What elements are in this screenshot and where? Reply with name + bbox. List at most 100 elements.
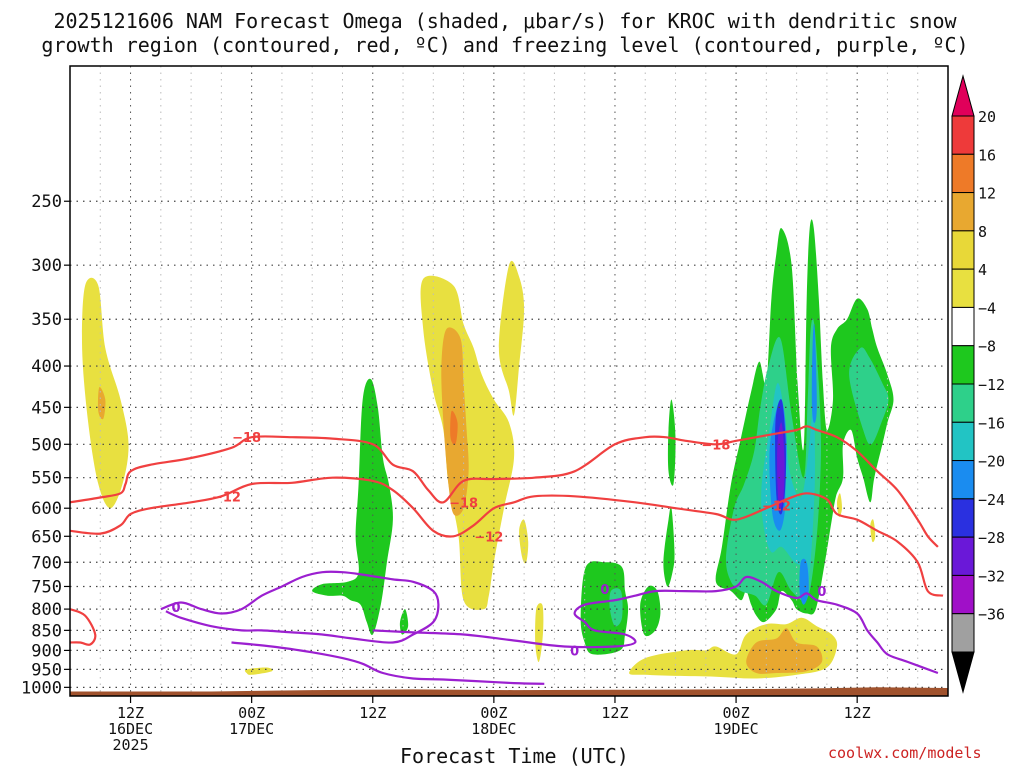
dgz-contour-2 xyxy=(70,608,97,646)
dgz-contour-label: −12 xyxy=(474,530,503,545)
y-tick-label: 600 xyxy=(31,499,62,519)
omega-region-14 xyxy=(663,506,675,587)
colorbar-label: −20 xyxy=(978,453,1005,471)
omega-region-5 xyxy=(450,410,458,446)
colorbar-label: −32 xyxy=(978,567,1005,585)
freezing-contour-0 xyxy=(160,570,440,644)
y-tick-label: 850 xyxy=(31,621,62,641)
colorbar-label: −28 xyxy=(978,529,1005,547)
colorbar-segment xyxy=(951,574,975,615)
omega-region-26 xyxy=(849,347,889,445)
y-tick-label: 800 xyxy=(31,600,62,620)
freezing-contour-1 xyxy=(231,641,545,685)
colorbar-segment xyxy=(951,268,975,308)
omega-region-15 xyxy=(667,399,676,486)
freezing-contour-label: 0 xyxy=(600,583,609,598)
y-tick-label: 300 xyxy=(31,256,62,276)
omega-region-27 xyxy=(822,496,827,532)
freezing-contour-2 xyxy=(372,575,939,675)
gridlines xyxy=(70,66,948,696)
colorbar-segment xyxy=(951,498,975,538)
dgz-contour-label: −18 xyxy=(232,431,261,446)
omega-region-23 xyxy=(811,323,817,424)
x-tick-label: 19DEC xyxy=(713,720,758,738)
colorbar: 20 16 12 8 4 −4 −8 −12 −16 −20 −24 −28 −32 −36 xyxy=(951,74,1005,694)
colorbar-segment xyxy=(951,115,975,155)
chart-title-line1: 2025121606 NAM Forecast Omega (shaded, μ… xyxy=(53,9,957,33)
freezing-contour-label: 0 xyxy=(817,585,826,600)
omega-region-12 xyxy=(609,588,623,627)
plot-frame xyxy=(69,65,949,697)
omega-region-13 xyxy=(640,585,661,637)
y-tick-label: 650 xyxy=(31,527,62,547)
colorbar-label: −8 xyxy=(978,338,996,356)
y-tick-label: 550 xyxy=(31,469,62,489)
x-tick-label: 12Z xyxy=(117,704,144,722)
colorbar-label: 20 xyxy=(978,108,996,126)
colorbar-label: −24 xyxy=(978,491,1005,509)
colorbar-label: 12 xyxy=(978,185,996,203)
y-tick-label: 250 xyxy=(31,192,62,212)
omega-region-10 xyxy=(244,667,273,675)
chart-title-line2: growth region (contoured, red, ºC) and f… xyxy=(41,33,969,57)
colorbar-segment xyxy=(951,383,975,423)
colorbar-segment xyxy=(951,153,975,194)
colorbar-segment xyxy=(951,345,975,385)
ground-surface xyxy=(70,687,948,696)
colorbar-label: 16 xyxy=(978,146,996,164)
omega-region-3 xyxy=(498,260,525,416)
omega-region-17 xyxy=(746,628,823,674)
y-tick-label: 750 xyxy=(31,577,62,597)
freezing-contour-label: 0 xyxy=(171,601,180,616)
colorbar-label: −4 xyxy=(978,299,996,317)
omega-region-0 xyxy=(81,277,129,509)
x-tick-label: 12Z xyxy=(359,704,386,722)
y-tick-label: 1000 xyxy=(21,678,62,698)
omega-region-9 xyxy=(535,603,544,663)
x-tick-label: 12Z xyxy=(601,704,628,722)
x-tick-label: 12Z xyxy=(844,704,871,722)
y-tick-label: 350 xyxy=(31,310,62,330)
ground-layer xyxy=(70,687,948,696)
watermark-link[interactable]: coolwx.com/models xyxy=(828,744,982,762)
omega-region-7 xyxy=(312,378,393,635)
omega-region-29 xyxy=(870,519,876,543)
dgz-contour-1 xyxy=(70,476,944,597)
omega-region-28 xyxy=(836,493,843,518)
dgz-contour-label: −18 xyxy=(701,438,730,453)
colorbar-bottom-arrow xyxy=(951,651,975,694)
temperature-contours: −18 −12 −18 −12 −18 −12 0 0 0 0 xyxy=(70,425,944,685)
y-tick-label: 500 xyxy=(31,435,62,455)
colorbar-label: −12 xyxy=(978,376,1005,394)
y-tick-label: 700 xyxy=(31,553,62,573)
x-tick-label: 00Z xyxy=(480,704,507,722)
x-tick-label: 2025 xyxy=(112,736,148,754)
x-axis-label: Forecast Time (UTC) xyxy=(400,744,629,768)
colorbar-segment xyxy=(951,421,975,462)
y-tick-label: 950 xyxy=(31,660,62,680)
colorbar-segment xyxy=(951,192,975,232)
colorbar-segment xyxy=(951,306,975,347)
y-tick-label: 400 xyxy=(31,357,62,377)
colorbar-segment xyxy=(951,536,975,576)
colorbar-label: −16 xyxy=(978,414,1005,432)
dgz-contour-label: −18 xyxy=(449,496,478,511)
colorbar-label: −36 xyxy=(978,606,1005,624)
dgz-contour-label: −12 xyxy=(762,499,791,514)
x-tick-label: 00Z xyxy=(238,704,265,722)
colorbar-label: 8 xyxy=(978,223,987,241)
omega-shaded-regions xyxy=(81,219,894,679)
x-tick-label: 17DEC xyxy=(229,720,274,738)
colorbar-segment xyxy=(951,230,975,270)
colorbar-segment xyxy=(951,613,975,653)
y-tick-label: 450 xyxy=(31,398,62,418)
freezing-contour-label: 0 xyxy=(570,644,579,659)
x-tick-label: 16DEC xyxy=(108,720,153,738)
dgz-contour-label: −12 xyxy=(212,490,241,505)
colorbar-label: 4 xyxy=(978,261,987,279)
y-tick-label: 900 xyxy=(31,641,62,661)
colorbar-top-arrow xyxy=(951,74,975,117)
x-tick-label: 18DEC xyxy=(471,720,516,738)
x-tick-label: 00Z xyxy=(723,704,750,722)
